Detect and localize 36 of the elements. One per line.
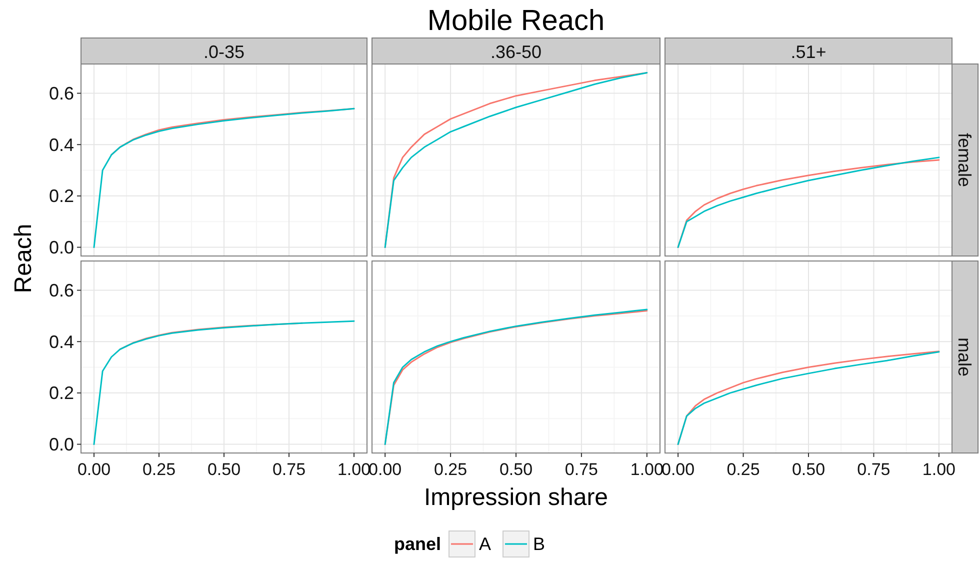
x-tick-label: 0.00 xyxy=(77,460,111,479)
x-tick-label: 0.75 xyxy=(272,460,306,479)
y-tick-label: 0.4 xyxy=(48,134,74,155)
y-tick-label: 0.0 xyxy=(48,238,74,258)
x-tick-label: 0.25 xyxy=(142,460,176,479)
x-tick-label: 0.25 xyxy=(726,460,760,479)
x-axis-title: Impression share xyxy=(424,484,608,511)
chart-subtitle: .36-50 xyxy=(490,42,542,62)
x-tick-label: 1.00 xyxy=(922,460,956,479)
x-tick-label: 0.50 xyxy=(207,460,241,479)
x-tick-label: 0.50 xyxy=(499,460,533,479)
y-tick-label: 0.6 xyxy=(48,84,74,104)
x-tick-label: 1.00 xyxy=(630,460,664,479)
x-tick-label: 0.75 xyxy=(857,460,890,479)
chart-subtitle: .51+ xyxy=(790,42,826,62)
x-tick-label: 0.00 xyxy=(368,460,402,479)
legend-label: B xyxy=(533,534,546,554)
y-tick-label: 0.0 xyxy=(48,434,74,455)
x-tick-label: 1.00 xyxy=(337,460,371,479)
legend-title: panel xyxy=(394,534,441,554)
line-series xyxy=(93,108,355,248)
text: male xyxy=(954,337,974,377)
text: female xyxy=(954,132,974,188)
line-series xyxy=(93,320,355,446)
x-tick-label: 0.25 xyxy=(434,460,468,479)
y-tick-label: 0.2 xyxy=(48,186,74,206)
x-tick-label: 0.75 xyxy=(564,460,598,479)
y-tick-label: 0.2 xyxy=(48,383,74,404)
y-tick-label: 0.6 xyxy=(48,280,74,301)
x-tick-label: 0.00 xyxy=(662,460,695,479)
chart-subtitle: .0-35 xyxy=(203,42,245,62)
chart-title: Mobile Reach xyxy=(427,5,605,37)
x-tick-label: 0.50 xyxy=(792,460,826,479)
legend-label: A xyxy=(479,534,492,554)
y-axis-title: Reach xyxy=(10,224,37,294)
y-tick-label: 0.4 xyxy=(48,332,74,352)
